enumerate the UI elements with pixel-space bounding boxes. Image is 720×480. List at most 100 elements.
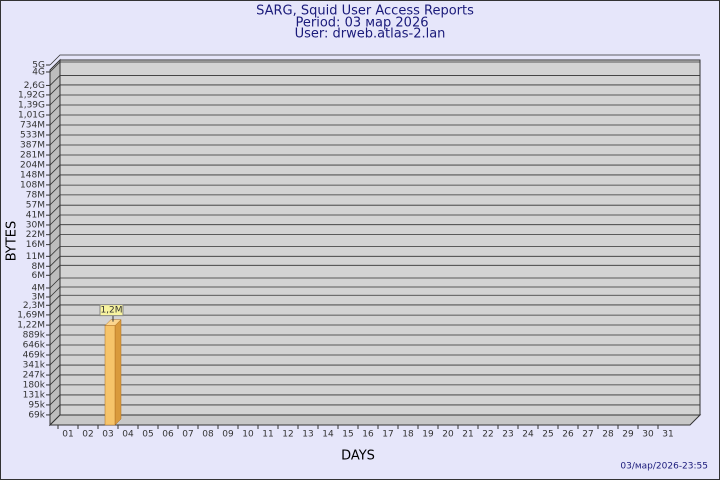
y-tick-label: 2,6G	[24, 81, 45, 91]
grid-line	[49, 404, 700, 416]
grid-line	[49, 84, 700, 96]
grid-line	[49, 124, 700, 136]
grid-line	[49, 324, 700, 336]
y-tick-label: 5G	[32, 61, 45, 71]
x-tick-label: 18	[402, 430, 414, 440]
x-tick-label: 21	[462, 430, 473, 440]
y-tick-label: 533M	[20, 131, 45, 141]
chart-title: SARG, Squid User Access Reports	[256, 4, 474, 19]
x-tick-label: 20	[442, 430, 454, 440]
y-tick-label: 4M	[32, 283, 46, 293]
grid-line	[49, 114, 700, 126]
y-tick-label: 247k	[23, 371, 46, 381]
grid-line	[49, 54, 700, 66]
y-tick-label: 734M	[20, 120, 45, 130]
grid-line	[49, 194, 700, 206]
x-tick-label: 09	[222, 430, 234, 440]
y-tick-label: 1,69M	[17, 310, 45, 320]
grid-line	[49, 304, 700, 316]
x-tick-label: 31	[662, 430, 673, 440]
x-axis-label: DAYS	[341, 449, 375, 464]
y-tick-label: 57M	[26, 200, 45, 210]
x-tick-label: 12	[282, 430, 293, 440]
y-tick-label: 108M	[20, 180, 45, 190]
grid-line	[49, 184, 700, 196]
grid-line	[49, 174, 700, 186]
y-axis-label: BYTES	[5, 221, 20, 262]
grid-line	[49, 286, 700, 298]
grid-line	[49, 75, 700, 86]
x-tick-label: 22	[482, 430, 493, 440]
grid-line	[49, 134, 700, 146]
grid-line	[49, 94, 700, 106]
x-tick-label: 07	[182, 430, 193, 440]
x-tick-label: 06	[162, 430, 174, 440]
x-tick-label: 17	[382, 430, 393, 440]
grid-line	[49, 384, 700, 396]
y-tick-label: 469k	[23, 351, 46, 361]
grid-line	[49, 334, 700, 346]
grid-line	[49, 394, 700, 406]
grid-line	[49, 234, 700, 245]
grid-line	[49, 61, 700, 73]
x-tick-label: 03	[102, 430, 113, 440]
y-tick-label: 889k	[23, 331, 46, 341]
x-tick-label: 26	[562, 430, 574, 440]
y-tick-label: 2,3M	[23, 301, 45, 311]
y-tick-label: 8M	[32, 262, 46, 272]
plot-back	[59, 59, 701, 416]
y-tick-label: 78M	[26, 191, 45, 201]
plot-floor	[48, 414, 702, 426]
y-tick-label: 148M	[20, 171, 45, 181]
y-tick-label: 11M	[26, 252, 45, 262]
y-tick-label: 387M	[20, 141, 45, 151]
x-tick-label: 23	[502, 430, 513, 440]
x-tick-label: 25	[542, 430, 553, 440]
y-tick-label: 646k	[23, 340, 46, 350]
x-tick-label: 29	[622, 430, 634, 440]
chart-user: User: drweb.atlas-2.lan	[295, 27, 446, 42]
x-tick-label: 19	[422, 430, 434, 440]
y-tick-label: 95k	[28, 400, 45, 410]
y-tick-label: 30M	[26, 220, 45, 230]
grid-line	[49, 255, 700, 267]
y-tick-label: 180k	[23, 380, 46, 390]
y-tick-label: 1,01G	[18, 111, 45, 121]
grid-line	[49, 264, 700, 276]
value-label: 1,2M	[100, 306, 122, 316]
grid-line	[49, 245, 700, 257]
y-tick-label: 69k	[28, 410, 45, 420]
grid-line	[49, 214, 700, 226]
y-tick-label: 6M	[32, 271, 46, 281]
x-tick-label: 15	[342, 430, 353, 440]
grid-line	[49, 314, 700, 326]
y-tick-label: 3M	[32, 292, 46, 302]
x-tick-label: 01	[62, 430, 73, 440]
x-tick-label: 13	[302, 430, 313, 440]
y-tick-label: 4G	[32, 67, 45, 77]
x-tick-label: 28	[602, 430, 614, 440]
x-tick-label: 14	[322, 430, 334, 440]
y-tick-label: 341k	[23, 360, 46, 370]
grid-line	[49, 344, 700, 356]
grid-line	[49, 144, 700, 156]
x-tick-label: 11	[262, 430, 273, 440]
bar-side	[114, 319, 122, 426]
y-tick-label: 1,39G	[18, 101, 45, 111]
y-tick-label: 16M	[26, 240, 45, 250]
grid-line	[49, 374, 700, 386]
y-tick-label: 1,92G	[18, 90, 45, 100]
x-tick-label: 16	[362, 430, 374, 440]
y-tick-label: 204M	[20, 161, 45, 171]
y-tick-label: 22M	[26, 230, 45, 240]
bar	[104, 325, 116, 426]
grid-line	[49, 154, 700, 166]
grid-line	[49, 204, 700, 216]
x-tick-label: 10	[242, 430, 254, 440]
y-tick-label: 1,22M	[17, 321, 45, 331]
x-tick-label: 30	[642, 430, 654, 440]
x-tick-label: 24	[522, 430, 534, 440]
grid-line	[49, 277, 700, 289]
grid-line	[49, 294, 700, 306]
